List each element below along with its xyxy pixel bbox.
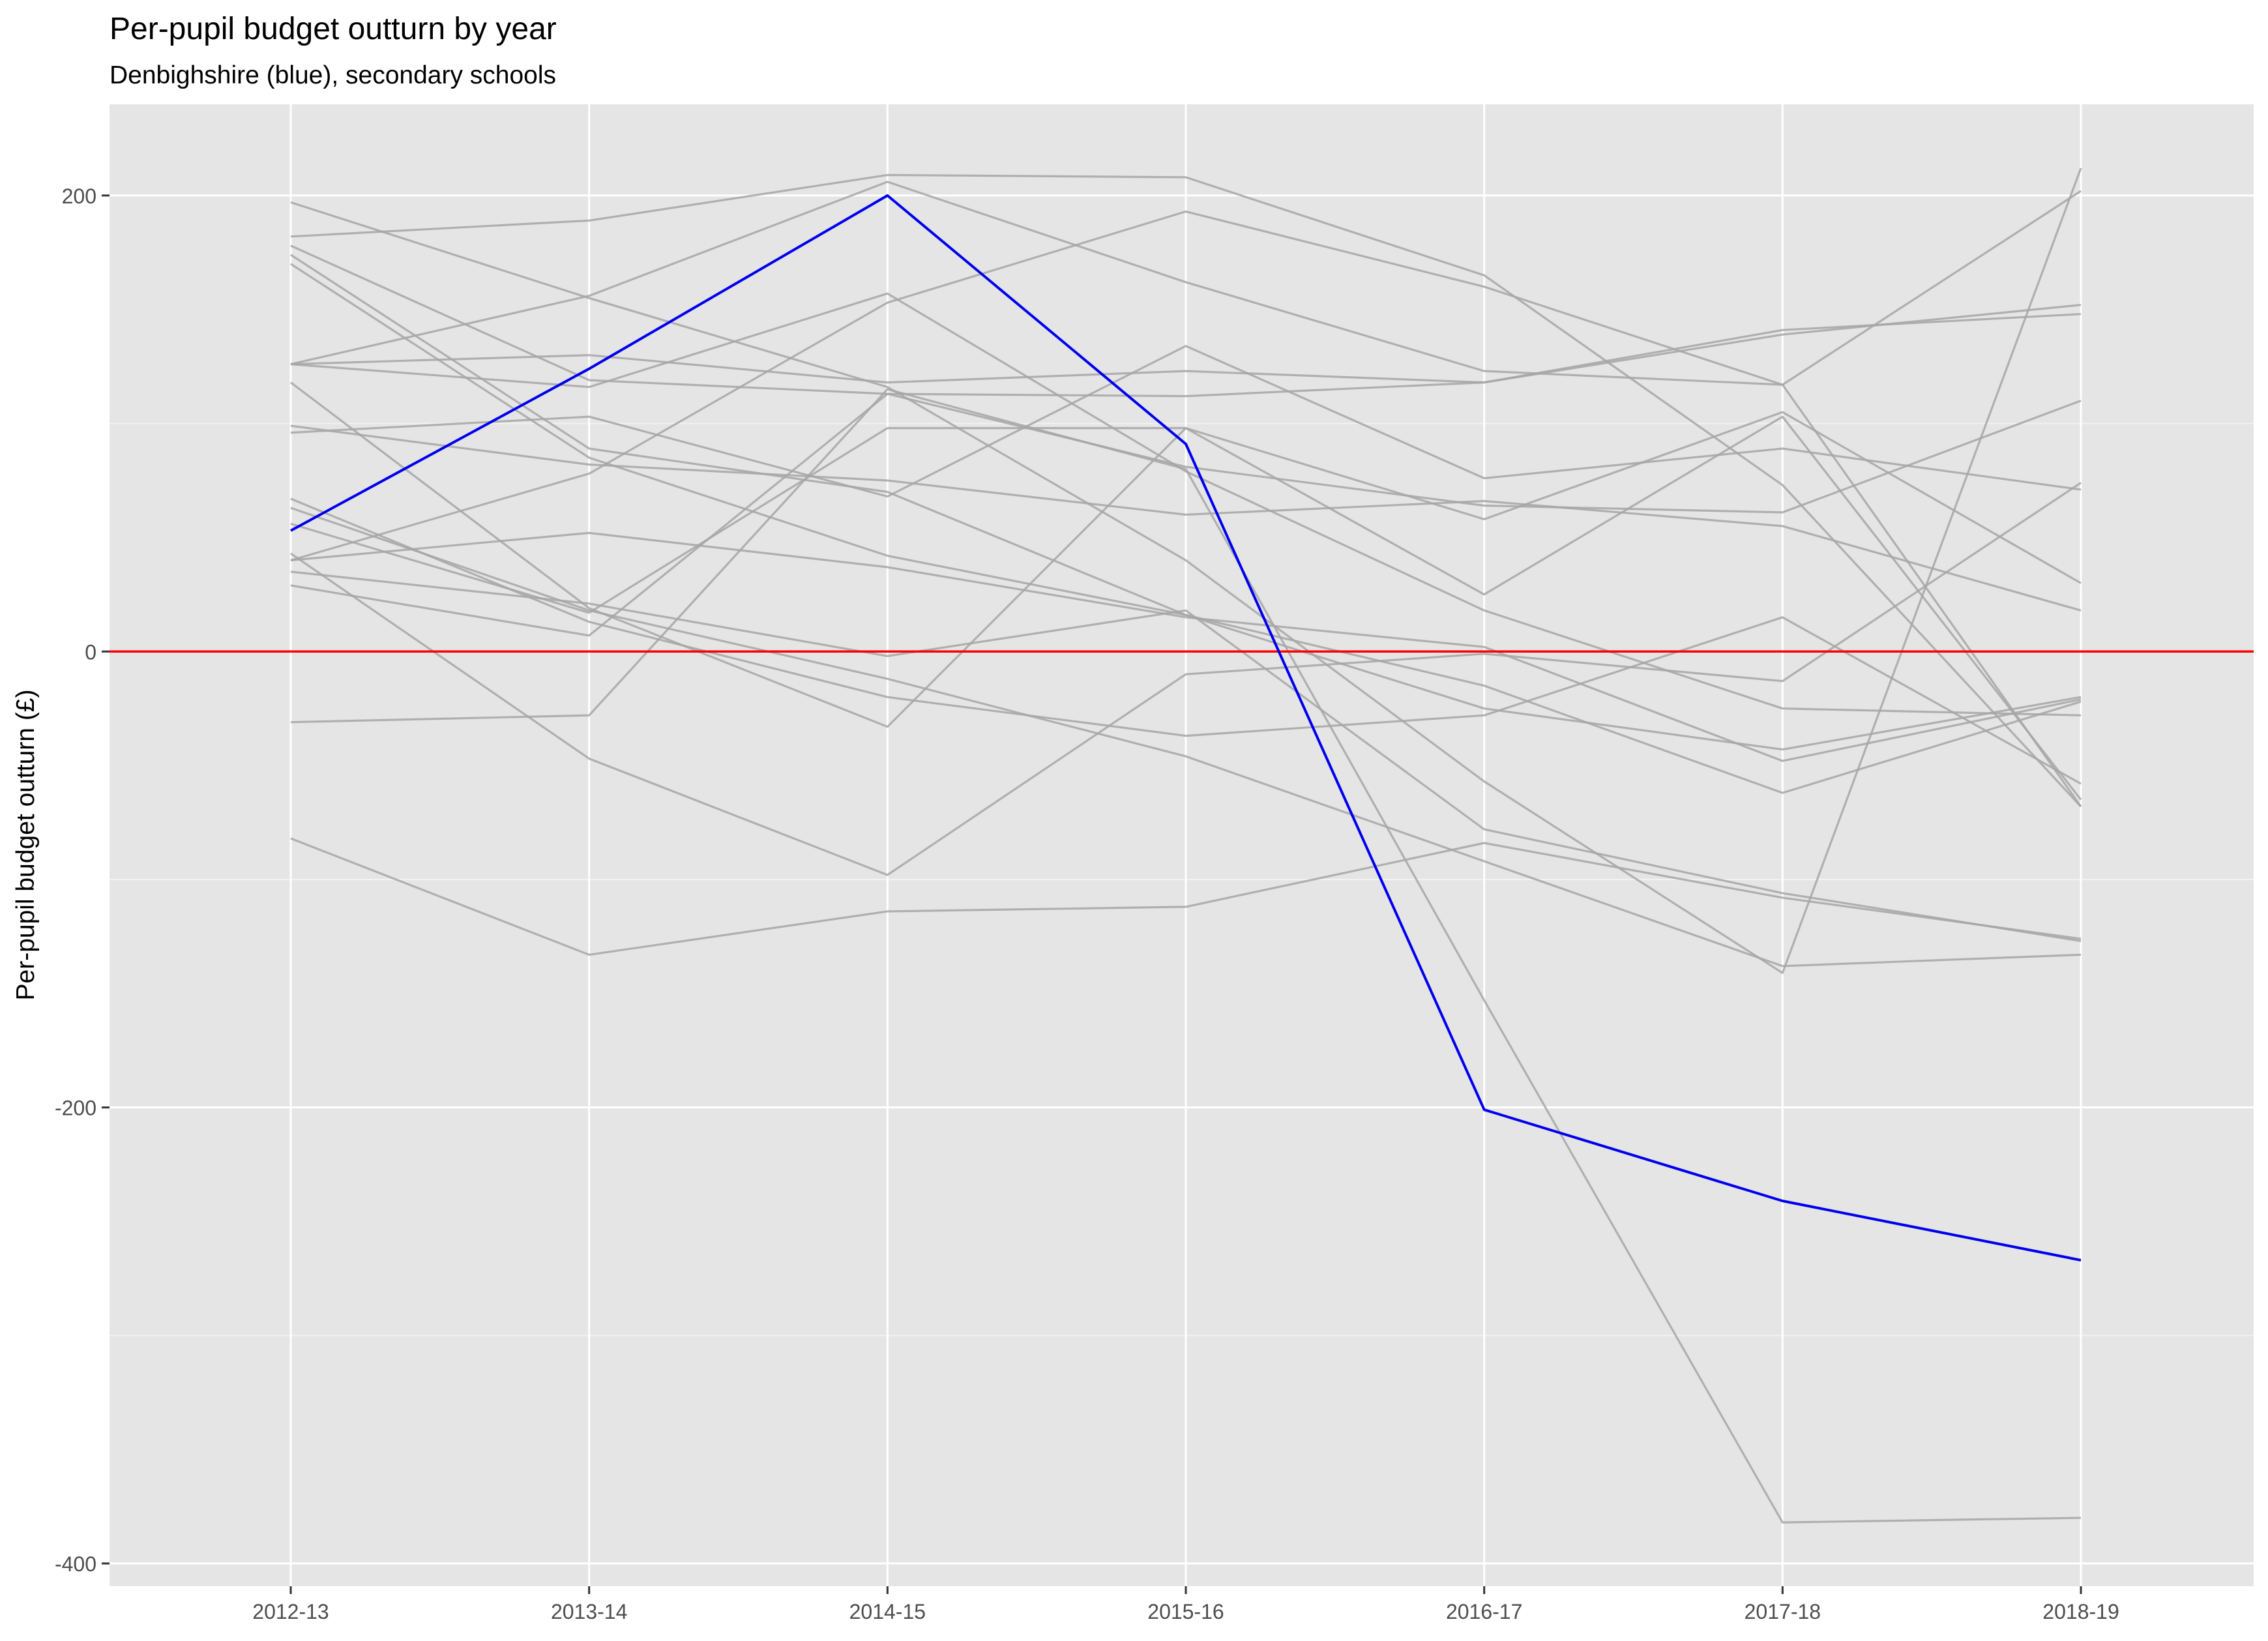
x-axis: 2012-13 2013-14 2014-15 2015-16 2016-17 2017-… [252, 1586, 2119, 1623]
y-axis-label: Per-pupil budget outturn (£) [12, 690, 40, 1001]
x-tick-label: 2018-19 [2042, 1600, 2119, 1623]
series-line-5 [290, 263, 2082, 794]
series-line-8 [290, 292, 2082, 717]
series-line-14 [290, 415, 2082, 801]
chart-subtitle: Denbighshire (blue), secondary schools [110, 61, 556, 89]
y-tick-label: -200 [55, 1097, 96, 1120]
y-tick-label: -400 [55, 1552, 96, 1576]
x-tick-label: 2014-15 [849, 1600, 926, 1623]
series-line-12 [290, 497, 2082, 785]
x-tick-label: 2013-14 [551, 1600, 627, 1623]
highlight-line-group [290, 194, 2082, 1262]
series-line-15 [290, 210, 2082, 808]
series-lines [290, 168, 2082, 1524]
plot-panel [110, 104, 2254, 1586]
series-line-16 [290, 531, 2082, 762]
series-line-17 [290, 570, 2082, 942]
series-line-18 [290, 392, 2082, 637]
x-tick-label: 2015-16 [1147, 1600, 1224, 1623]
y-tick-label: 200 [62, 185, 96, 208]
series-line-3 [290, 244, 2082, 398]
x-tick-label: 2012-13 [252, 1600, 329, 1623]
chart-title: Per-pupil budget outturn by year [110, 12, 557, 46]
highlight-series-line [290, 194, 2082, 1262]
series-line-6 [290, 313, 2082, 384]
series-line-10 [290, 424, 2082, 612]
series-line-21 [290, 482, 2082, 876]
x-tick-label: 2017-18 [1745, 1600, 1821, 1623]
series-line-1 [290, 168, 2082, 974]
y-axis: -400 -200 0 200 [55, 185, 110, 1576]
series-line-20 [290, 837, 2082, 956]
series-line-13 [290, 507, 2082, 968]
y-tick-label: 0 [85, 640, 96, 664]
series-line-11 [290, 345, 2082, 498]
series-line-2 [290, 173, 2082, 808]
x-tick-label: 2016-17 [1446, 1600, 1522, 1623]
series-line-19 [290, 388, 2082, 1524]
